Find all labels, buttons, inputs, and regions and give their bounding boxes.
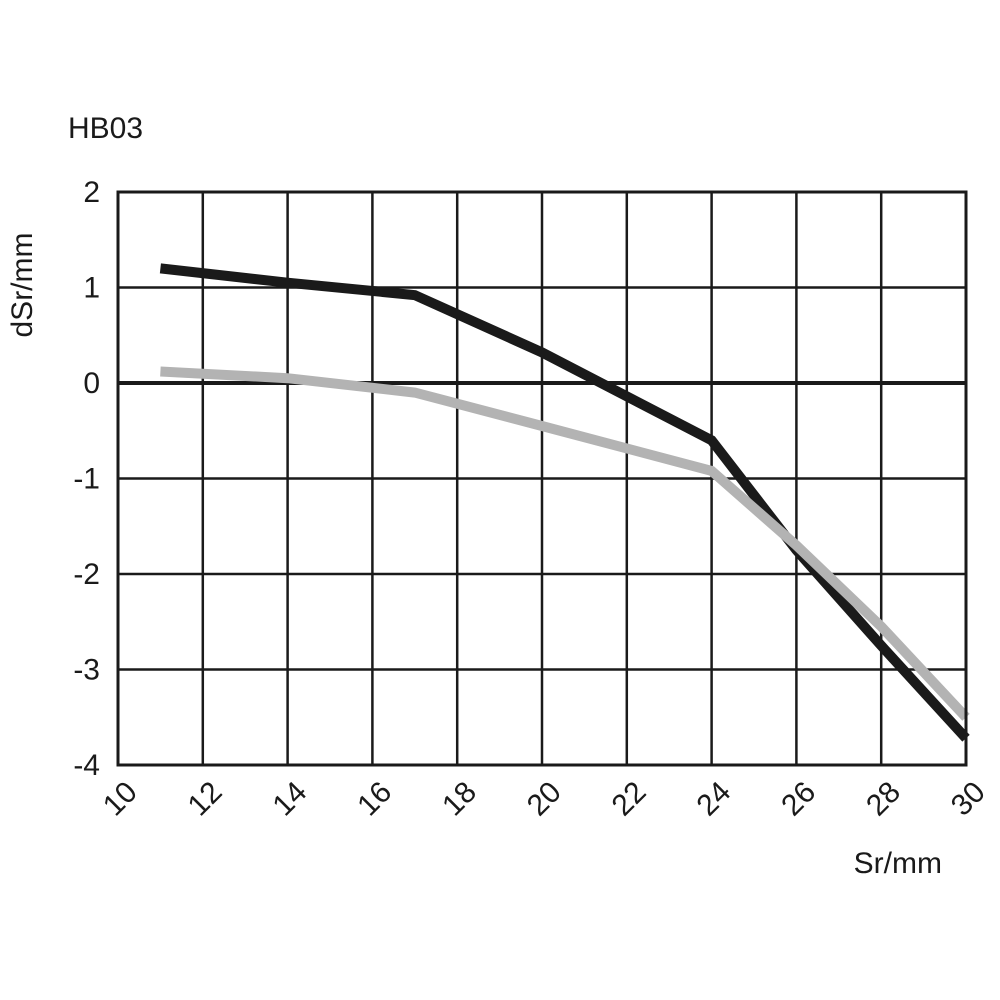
y-tick-label: 0 xyxy=(83,367,100,400)
y-axis-title: dSr/mm xyxy=(6,233,39,338)
x-tick-labels: 10 12 14 16 18 20 22 24 26 28 30 xyxy=(97,775,992,822)
x-axis-title: Sr/mm xyxy=(854,847,942,880)
x-tick-label: 26 xyxy=(775,775,822,822)
x-tick-label: 30 xyxy=(945,775,992,822)
y-tick-label: -2 xyxy=(73,558,100,591)
series-line-1 xyxy=(159,263,970,742)
x-tick-label: 20 xyxy=(521,775,568,822)
series-line-2 xyxy=(160,366,970,721)
y-tick-label: -3 xyxy=(73,654,100,687)
x-tick-label: 24 xyxy=(690,775,737,822)
x-tick-label: 10 xyxy=(97,775,144,822)
y-tick-label: 1 xyxy=(83,272,100,305)
x-tick-label: 12 xyxy=(182,775,229,822)
x-tick-label: 22 xyxy=(606,775,653,822)
x-tick-label: 28 xyxy=(860,775,907,822)
y-tick-label: 2 xyxy=(83,176,100,209)
series-lines xyxy=(159,263,970,742)
chart-title: HB03 xyxy=(68,112,143,145)
y-tick-labels: 2 1 0 -1 -2 -3 -4 xyxy=(73,176,100,782)
y-tick-label: -4 xyxy=(73,749,100,782)
x-tick-label: 18 xyxy=(436,775,483,822)
plot-frame xyxy=(116,190,968,767)
y-tick-label: -1 xyxy=(73,463,100,496)
x-tick-label: 16 xyxy=(351,775,398,822)
x-tick-label: 14 xyxy=(266,775,313,822)
